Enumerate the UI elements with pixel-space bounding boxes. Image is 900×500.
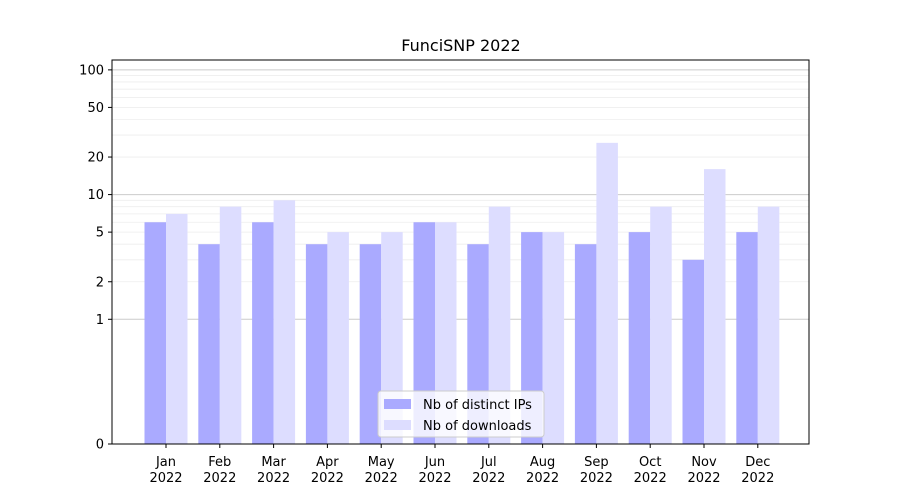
bar-downloads xyxy=(435,222,457,444)
x-tick-label: Dec 2022 xyxy=(741,455,774,486)
y-tick-label: 2 xyxy=(96,275,104,290)
bar-distinct-ips xyxy=(628,232,651,444)
bars xyxy=(144,142,780,445)
y-tick-label: 5 xyxy=(96,226,104,241)
x-tick-label: Jan 2022 xyxy=(149,455,182,486)
x-tick-label: Mar 2022 xyxy=(257,455,290,486)
bar-downloads xyxy=(273,200,296,444)
legend-swatch xyxy=(384,399,411,409)
legend-box xyxy=(377,390,545,438)
bar-distinct-ips xyxy=(682,259,704,444)
bar-downloads xyxy=(488,206,511,444)
bar-distinct-ips xyxy=(198,244,220,444)
bar-distinct-ips xyxy=(413,222,435,444)
x-tick-label: Sep 2022 xyxy=(580,455,613,486)
y-tick-label: 20 xyxy=(87,151,104,166)
bar-downloads xyxy=(542,232,565,444)
chart-title: FunciSNP 2022 xyxy=(401,36,520,55)
bar-distinct-ips xyxy=(736,232,758,444)
bar-downloads xyxy=(704,169,726,444)
bar-distinct-ips xyxy=(574,244,597,444)
legend-label: Nb of distinct IPs xyxy=(423,398,532,413)
y-axis-ticks: 0 1 2 5 10 20 50 100 xyxy=(79,63,112,453)
y-tick-label: 50 xyxy=(87,101,104,116)
bar-distinct-ips xyxy=(252,222,274,444)
bar-distinct-ips xyxy=(359,244,382,444)
x-tick-label: Apr 2022 xyxy=(311,455,344,486)
y-tick-label: 1 xyxy=(96,313,104,328)
bar-downloads xyxy=(166,213,188,444)
y-tick-label: 10 xyxy=(87,188,104,203)
legend: Nb of distinct IPs Nb of downloads xyxy=(377,390,545,438)
bar-distinct-ips xyxy=(305,244,328,444)
bar-downloads xyxy=(757,206,780,444)
plot-frame xyxy=(111,59,810,445)
y-tick-label: 0 xyxy=(96,438,104,453)
bar-downloads xyxy=(327,232,349,444)
x-axis-ticks: Jan 2022 Feb 2022 Mar 2022 Apr 2022 May 2022 Jun 20… xyxy=(149,444,774,486)
bar-downloads xyxy=(650,206,672,444)
bar-distinct-ips xyxy=(144,222,166,444)
y-tick-label: 100 xyxy=(79,63,104,78)
x-tick-label: Jul 2022 xyxy=(472,455,505,486)
bar-downloads xyxy=(596,142,618,445)
x-tick-label: May 2022 xyxy=(365,455,398,486)
x-tick-label: Aug 2022 xyxy=(526,455,559,486)
legend-label: Nb of downloads xyxy=(423,419,532,434)
legend-swatch xyxy=(384,420,411,430)
x-tick-label: Feb 2022 xyxy=(203,455,236,486)
x-tick-label: Jun 2022 xyxy=(418,455,451,486)
bar-downloads xyxy=(219,206,242,444)
x-tick-label: Nov 2022 xyxy=(687,455,720,486)
x-tick-label: Oct 2022 xyxy=(634,455,667,486)
